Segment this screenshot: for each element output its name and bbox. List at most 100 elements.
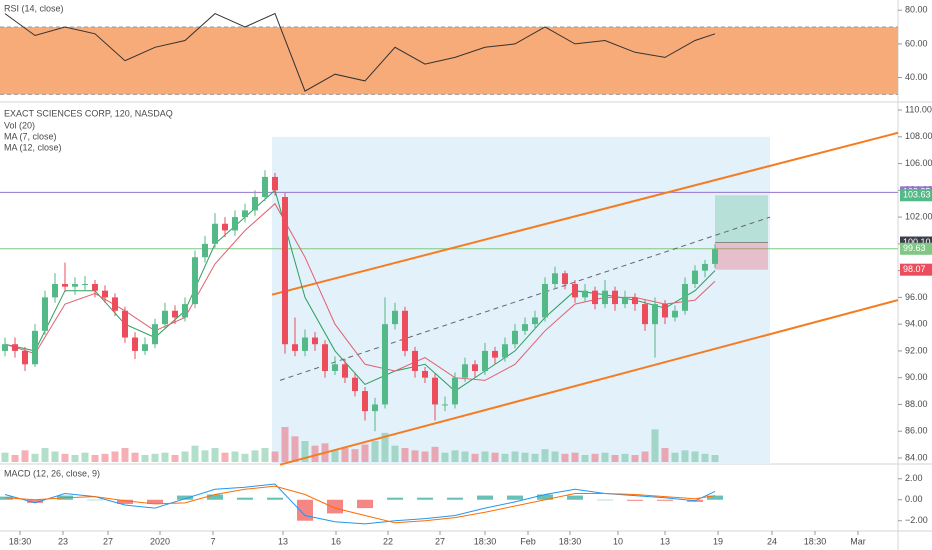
candle-body <box>152 324 158 345</box>
candle-body <box>252 197 258 211</box>
volume-bar <box>671 452 679 462</box>
volume-bar <box>471 453 479 462</box>
candle-body <box>442 404 448 406</box>
macd-histogram <box>177 495 193 500</box>
candle-body <box>62 284 68 287</box>
volume-bar <box>451 450 459 462</box>
candle-body <box>82 284 88 286</box>
candle-body <box>292 344 298 351</box>
x-tick-label: 2020 <box>150 536 170 546</box>
candle-body <box>432 377 438 405</box>
x-tick-label: 18:30 <box>474 536 497 546</box>
x-tick-label: 10 <box>613 536 623 546</box>
rsi-line <box>4 12 716 92</box>
volume-bar <box>301 441 309 462</box>
candle-body <box>202 243 208 258</box>
candle-body <box>352 377 358 392</box>
macd-histogram <box>387 497 403 500</box>
volume-bar <box>461 451 469 462</box>
volume-bar <box>171 455 179 462</box>
candle-body <box>42 297 48 331</box>
volume-bar <box>661 448 669 462</box>
y-tick-label: 84.00 <box>905 452 928 462</box>
volume-bar <box>551 451 559 462</box>
indicator-label: MA (12, close) <box>4 142 62 152</box>
volume-bar <box>351 449 359 462</box>
candle-body <box>32 330 38 365</box>
candle-body <box>402 310 408 351</box>
candle-body <box>22 350 28 365</box>
candle-body <box>642 304 648 325</box>
candle-body <box>572 284 578 298</box>
candle-body <box>612 290 618 305</box>
candle-body <box>342 364 348 378</box>
price-tag-label: 100.10 <box>903 237 931 247</box>
volume-bar <box>711 455 719 462</box>
candle-body <box>272 176 278 191</box>
volume-bar <box>21 450 29 462</box>
volume-bar <box>41 448 49 462</box>
macd-histogram <box>147 499 163 504</box>
volume-bar <box>621 453 629 462</box>
macd-histogram <box>417 497 433 500</box>
volume-bar <box>181 451 189 462</box>
volume-bar <box>651 429 659 462</box>
volume-bar <box>101 453 109 462</box>
signal-line <box>4 485 716 524</box>
candle-body <box>132 337 138 351</box>
y-tick-label: 108.00 <box>905 131 932 141</box>
channel-line <box>279 299 899 466</box>
macd-tick-label: 2.00 <box>905 473 923 483</box>
volume-bar <box>441 452 449 462</box>
x-tick-label: Feb <box>520 536 536 546</box>
volume-bar <box>511 451 519 462</box>
volume-bar <box>481 451 489 462</box>
macd-histogram <box>447 497 463 500</box>
x-tick-label: 18:30 <box>559 536 582 546</box>
macd-histogram <box>87 499 103 501</box>
candle-body <box>52 284 58 298</box>
candle-body <box>512 330 518 345</box>
volume-bar <box>401 448 409 462</box>
y-tick-label: 88.00 <box>905 399 928 409</box>
candle-body <box>372 404 378 412</box>
x-tick-label: 18:30 <box>804 536 827 546</box>
rsi-tick-label: 80.00 <box>905 5 928 15</box>
x-tick-label: 19 <box>713 536 723 546</box>
candle-body <box>302 337 308 351</box>
volume-bar <box>681 450 689 462</box>
volume-bar <box>1 452 9 462</box>
macd-histogram <box>327 499 343 514</box>
volume-bar <box>211 448 219 462</box>
y-tick-label: 92.00 <box>905 345 928 355</box>
volume-bar <box>71 455 79 462</box>
candle-body <box>502 344 508 358</box>
macd-histogram <box>537 494 553 500</box>
candle-body <box>232 217 238 231</box>
price-tag-label: 99.63 <box>903 243 926 253</box>
macd-histogram <box>297 499 313 521</box>
rsi-tick-label: 40.00 <box>905 72 928 82</box>
volume-bar <box>371 441 379 462</box>
candle-body <box>712 249 718 264</box>
candle-body <box>332 364 338 371</box>
volume-bar <box>571 452 579 462</box>
volume-bar <box>141 455 149 462</box>
volume-bar <box>501 453 509 462</box>
volume-bar <box>521 452 529 462</box>
price-tag <box>900 242 932 255</box>
macd-histogram <box>267 497 283 500</box>
candle-body <box>282 197 288 345</box>
candle-body <box>162 310 168 325</box>
macd-histogram <box>357 499 373 509</box>
candle-body <box>2 344 8 351</box>
candle-body <box>672 310 678 318</box>
volume-bar <box>261 448 269 462</box>
volume-bar <box>201 450 209 462</box>
price-tag-label: 98.07 <box>903 264 926 274</box>
macd-histogram <box>117 499 133 504</box>
volume-bar <box>611 455 619 462</box>
volume-bar <box>381 432 389 462</box>
chart-title: EXACT SCIENCES CORP, 120, NASDAQ <box>4 108 173 118</box>
